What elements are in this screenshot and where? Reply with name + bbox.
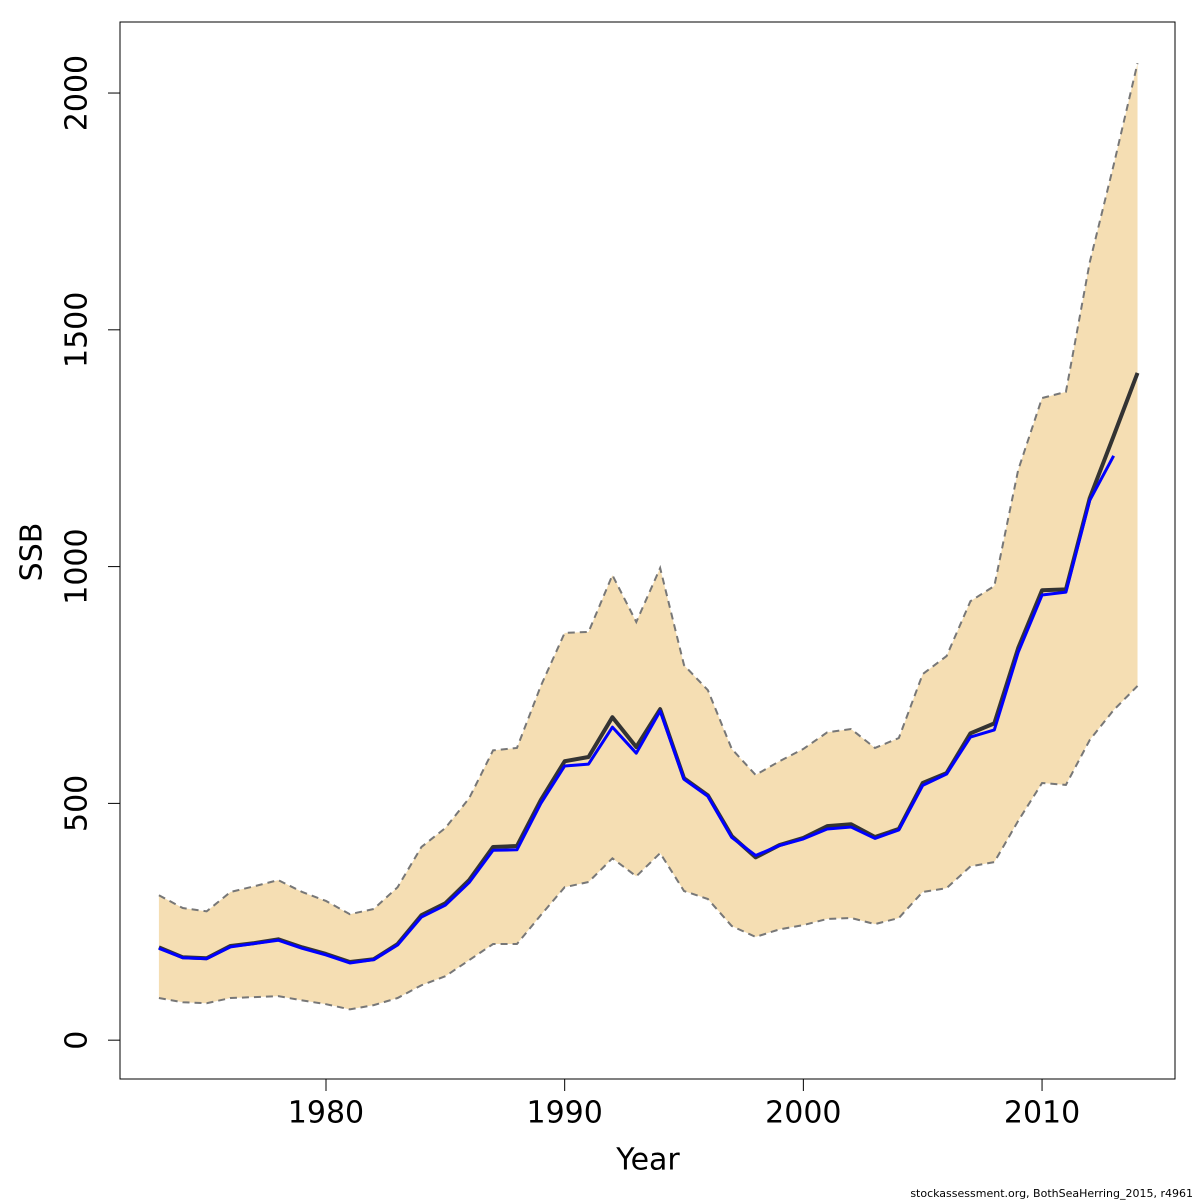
y-tick-label: 2000 [60,55,95,131]
y-tick-label: 500 [60,775,95,832]
series-line [158,455,1115,965]
y-tick-label: 1000 [60,528,95,604]
lower-bound [158,685,1139,1011]
x-tick-label: 2000 [765,1096,841,1131]
y-axis-label: SSB [15,523,50,582]
confidence-band [158,63,1138,1010]
x-tick-label: 1990 [526,1096,602,1131]
caption: stockassessment.org, BothSeaHerring_2015… [910,1187,1193,1200]
x-tick-label: 1980 [288,1096,364,1131]
y-tick-label: 1500 [60,292,95,368]
y-tick-label: 0 [60,1031,95,1050]
x-axis-label: Year [615,1143,680,1178]
x-tick-label: 2010 [1004,1096,1080,1131]
